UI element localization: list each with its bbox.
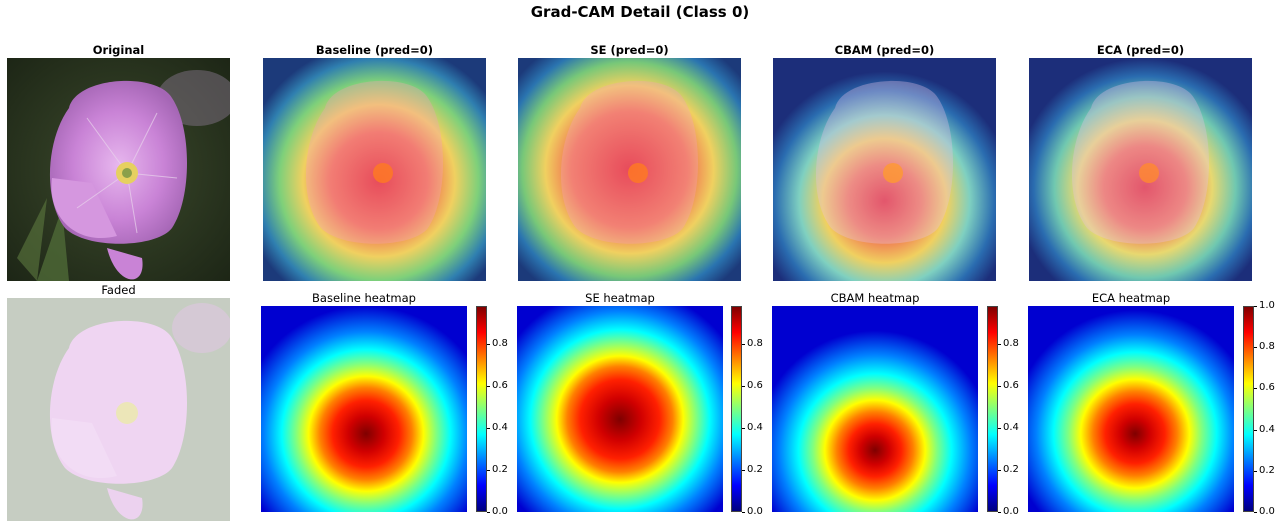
heatmap-cbam bbox=[772, 306, 978, 512]
heatmap-cbam-image bbox=[772, 306, 978, 512]
colorbar-tick-label: 0.2 bbox=[1259, 465, 1275, 476]
colorbar-tick-mark bbox=[742, 470, 745, 471]
colorbar-tick-mark bbox=[998, 344, 1001, 345]
colorbar-tick-label: 0.4 bbox=[1003, 422, 1019, 433]
colorbar-se bbox=[731, 306, 742, 512]
panel-title-cbam-heatmap: CBAM heatmap bbox=[830, 291, 920, 305]
overlay-eca-image bbox=[1029, 58, 1252, 281]
colorbar-tick-mark bbox=[1254, 306, 1257, 307]
colorbar-eca bbox=[1243, 306, 1254, 512]
heatmap-baseline-image bbox=[261, 306, 467, 512]
colorbar-tick-label: 1.0 bbox=[1259, 300, 1275, 311]
heatmap-se bbox=[517, 306, 723, 512]
colorbar-tick-mark bbox=[487, 428, 490, 429]
overlay-cbam bbox=[773, 58, 996, 281]
colorbar-tick-label: 0.4 bbox=[747, 422, 763, 433]
colorbar-tick-label: 0.4 bbox=[1259, 424, 1275, 435]
panel-title-original: Original bbox=[92, 43, 145, 57]
colorbar-tick-mark bbox=[1254, 347, 1257, 348]
colorbar-tick-mark bbox=[998, 470, 1001, 471]
heatmap-se-image bbox=[517, 306, 723, 512]
colorbar-tick-label: 0.0 bbox=[1003, 506, 1019, 517]
flower-image bbox=[7, 58, 230, 281]
heatmap-baseline bbox=[261, 306, 467, 512]
panel-title-eca-heatmap: ECA heatmap bbox=[1091, 291, 1171, 305]
overlay-baseline-image bbox=[263, 58, 486, 281]
colorbar-tick-mark bbox=[998, 428, 1001, 429]
colorbar-tick-mark bbox=[487, 512, 490, 513]
colorbar-tick-label: 0.6 bbox=[492, 380, 508, 391]
colorbar-tick-label: 0.8 bbox=[1003, 338, 1019, 349]
colorbar-tick-mark bbox=[1254, 430, 1257, 431]
colorbar-tick-mark bbox=[742, 386, 745, 387]
colorbar-tick-label: 0.2 bbox=[1003, 464, 1019, 475]
colorbar-tick-mark bbox=[487, 470, 490, 471]
heatmap-eca-image bbox=[1028, 306, 1234, 512]
colorbar-cbam bbox=[987, 306, 998, 512]
colorbar-tick-label: 0.6 bbox=[747, 380, 763, 391]
panel-title-cbam-overlay: CBAM (pred=0) bbox=[834, 43, 935, 57]
colorbar-tick-label: 0.6 bbox=[1259, 382, 1275, 393]
faded-flower-image bbox=[7, 298, 230, 521]
colorbar-baseline bbox=[476, 306, 487, 512]
faded-image bbox=[7, 298, 230, 521]
panel-title-eca-overlay: ECA (pred=0) bbox=[1096, 43, 1185, 57]
panel-title-faded: Faded bbox=[101, 283, 136, 297]
panel-title-se-overlay: SE (pred=0) bbox=[590, 43, 669, 57]
heatmap-eca bbox=[1028, 306, 1234, 512]
overlay-se bbox=[518, 58, 741, 281]
colorbar-tick-label: 0.2 bbox=[747, 464, 763, 475]
overlay-eca bbox=[1029, 58, 1252, 281]
colorbar-tick-mark bbox=[742, 428, 745, 429]
colorbar-tick-label: 0.0 bbox=[1259, 506, 1275, 517]
colorbar-tick-label: 0.0 bbox=[492, 506, 508, 517]
colorbar-tick-label: 0.0 bbox=[747, 506, 763, 517]
colorbar-tick-label: 0.8 bbox=[747, 338, 763, 349]
overlay-cbam-image bbox=[773, 58, 996, 281]
colorbar-tick-mark bbox=[487, 344, 490, 345]
colorbar-tick-mark bbox=[742, 512, 745, 513]
colorbar-tick-label: 0.8 bbox=[1259, 341, 1275, 352]
panel-title-se-heatmap: SE heatmap bbox=[585, 291, 655, 305]
colorbar-tick-label: 0.4 bbox=[492, 422, 508, 433]
colorbar-tick-label: 0.8 bbox=[492, 338, 508, 349]
colorbar-tick-mark bbox=[998, 386, 1001, 387]
panel-title-baseline-heatmap: Baseline heatmap bbox=[312, 291, 416, 305]
original-image bbox=[7, 58, 230, 281]
colorbar-tick-label: 0.6 bbox=[1003, 380, 1019, 391]
colorbar-tick-mark bbox=[1254, 512, 1257, 513]
colorbar-tick-label: 0.2 bbox=[492, 464, 508, 475]
colorbar-tick-mark bbox=[1254, 471, 1257, 472]
panel-title-baseline-overlay: Baseline (pred=0) bbox=[315, 43, 434, 57]
colorbar-tick-mark bbox=[1254, 388, 1257, 389]
overlay-baseline bbox=[263, 58, 486, 281]
figure-title: Grad-CAM Detail (Class 0) bbox=[530, 3, 750, 21]
colorbar-tick-mark bbox=[742, 344, 745, 345]
overlay-se-image bbox=[518, 58, 741, 281]
colorbar-tick-mark bbox=[487, 386, 490, 387]
colorbar-tick-mark bbox=[998, 512, 1001, 513]
